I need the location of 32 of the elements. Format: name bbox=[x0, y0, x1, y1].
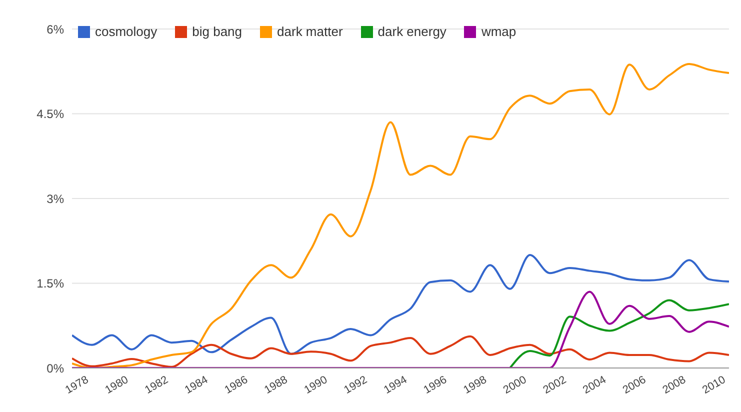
x-tick-label: 1978 bbox=[63, 374, 91, 396]
x-tick-label: 1990 bbox=[302, 374, 330, 396]
legend-label: wmap bbox=[481, 24, 516, 39]
x-tick-label: 2006 bbox=[620, 374, 648, 396]
x-tick-label: 2002 bbox=[541, 374, 568, 396]
x-tick-label: 2000 bbox=[501, 374, 529, 396]
y-tick-label: 4.5% bbox=[36, 107, 64, 122]
x-tick-label: 1984 bbox=[182, 374, 210, 396]
x-tick-label: 2010 bbox=[700, 374, 728, 396]
legend-label: dark matter bbox=[277, 24, 343, 39]
x-tick-label: 2004 bbox=[581, 374, 608, 396]
x-tick-label: 1988 bbox=[262, 374, 290, 396]
line-series bbox=[72, 254, 729, 355]
line-series bbox=[72, 335, 729, 368]
x-tick-label: 2008 bbox=[660, 374, 688, 396]
x-tick-label: 1994 bbox=[382, 374, 410, 396]
y-tick-label: 6% bbox=[46, 22, 64, 36]
legend-label: dark energy bbox=[378, 24, 446, 39]
y-tick-label: 1.5% bbox=[36, 276, 64, 291]
legend-label: big bang bbox=[192, 24, 242, 39]
x-tick-label: 1996 bbox=[422, 374, 449, 396]
line-series bbox=[509, 299, 729, 368]
x-tick-label: 1982 bbox=[143, 374, 170, 396]
legend-label: cosmology bbox=[95, 24, 158, 39]
x-tick-label: 1998 bbox=[462, 374, 489, 396]
y-tick-label: 0% bbox=[46, 361, 64, 376]
y-tick-label: 3% bbox=[46, 192, 64, 206]
x-tick-label: 1992 bbox=[342, 374, 370, 396]
line-series bbox=[72, 290, 729, 368]
x-tick-label: 1980 bbox=[103, 374, 130, 396]
line-series bbox=[72, 63, 729, 368]
x-tick-label: 1986 bbox=[222, 374, 250, 396]
